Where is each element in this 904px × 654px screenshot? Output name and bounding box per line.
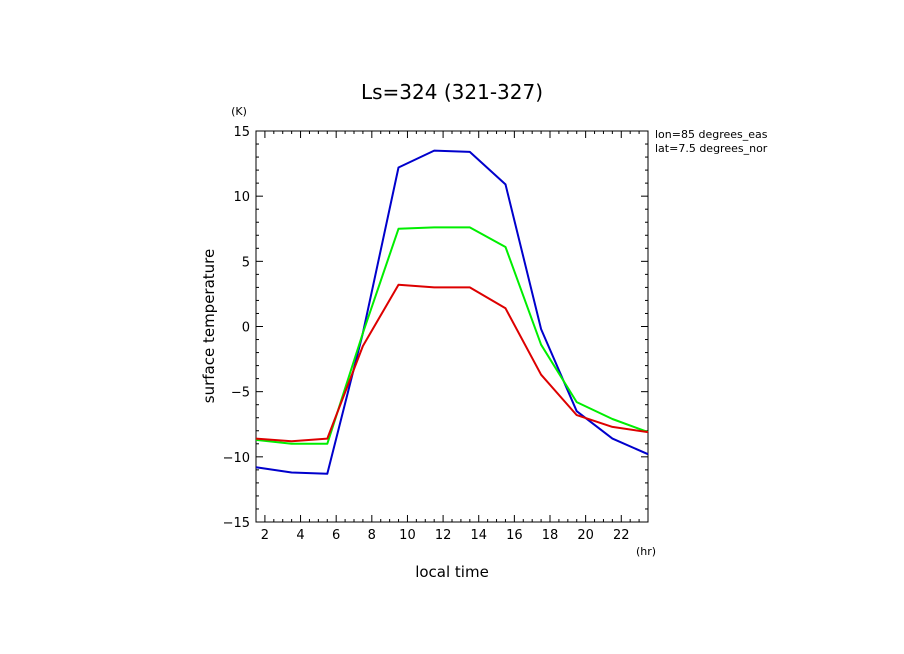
series-line-3 xyxy=(255,283,649,443)
x-tick-label: 6 xyxy=(332,528,340,543)
y-tick-label: −5 xyxy=(231,386,250,401)
x-tick-label: 16 xyxy=(506,528,523,543)
y-unit-label: (K) xyxy=(231,105,247,118)
x-tick-label: 14 xyxy=(470,528,487,543)
x-tick-label: 12 xyxy=(435,528,452,543)
annotation-lat: lat=7.5 degrees_nor xyxy=(655,142,768,155)
annotation-lon: lon=85 degrees_eas xyxy=(655,128,768,141)
y-tick-label: −15 xyxy=(223,516,250,531)
y-tick-label: 0 xyxy=(242,321,250,336)
x-tick-label: 10 xyxy=(399,528,416,543)
x-tick-label: 4 xyxy=(296,528,304,543)
x-unit-label: (hr) xyxy=(636,545,656,558)
plot-frame xyxy=(255,130,649,523)
y-tick-label: 10 xyxy=(233,190,250,205)
series-line-1 xyxy=(255,149,649,475)
x-tick-label: 20 xyxy=(577,528,594,543)
y-axis-label: surface temperature xyxy=(200,249,218,404)
x-tick-label: 8 xyxy=(368,528,376,543)
y-tick-label: 15 xyxy=(233,125,250,140)
x-tick-label: 2 xyxy=(261,528,269,543)
x-tick-label: 18 xyxy=(542,528,559,543)
plot-area: 2 4 6 8 10 12 14 16 18 20 22 −15 −10 −5 0 5 10 15 xyxy=(223,125,649,543)
y-tick-label: −10 xyxy=(223,451,250,466)
chart-title: Ls=324 (321-327) xyxy=(361,80,543,104)
y-tick-label: 5 xyxy=(242,255,250,270)
x-tick-label: 22 xyxy=(613,528,630,543)
series-line-2 xyxy=(255,226,649,445)
x-axis-label: local time xyxy=(415,563,489,581)
